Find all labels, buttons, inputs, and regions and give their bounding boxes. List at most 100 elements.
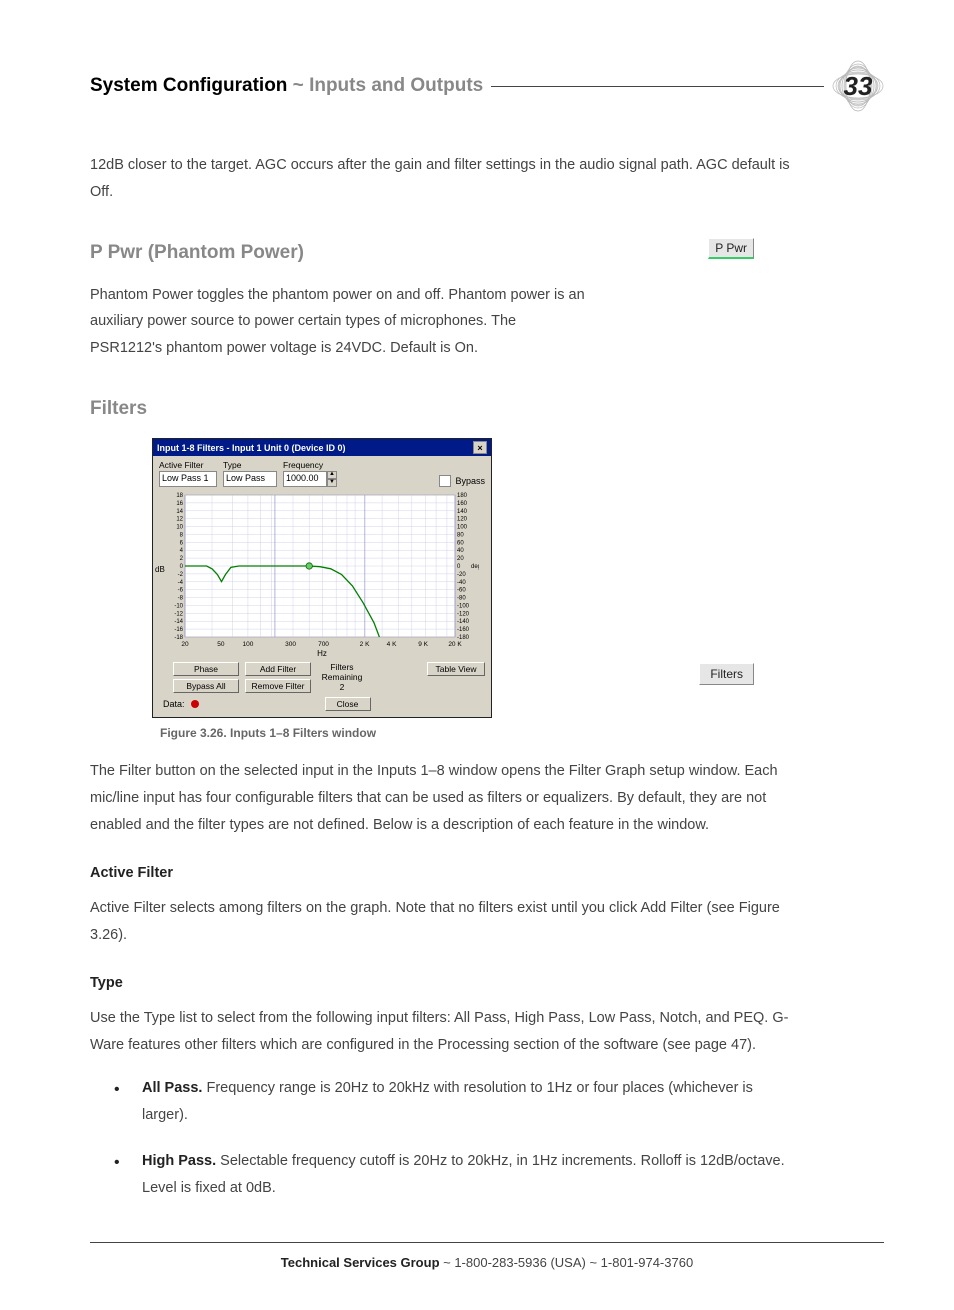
ppwr-paragraph: Phantom Power toggles the phantom power …: [90, 282, 590, 362]
active-filter-label: Active Filter: [159, 460, 217, 470]
header-rule: [491, 86, 824, 87]
svg-text:180: 180: [457, 493, 468, 499]
filters-remaining-label: Filters Remaining: [317, 662, 367, 682]
svg-text:6: 6: [180, 540, 184, 546]
svg-text:16: 16: [176, 501, 183, 507]
phase-button[interactable]: Phase: [173, 662, 239, 676]
add-filter-button[interactable]: Add Filter: [245, 662, 311, 676]
svg-text:-20: -20: [457, 572, 466, 578]
bypass-all-button[interactable]: Bypass All: [173, 679, 239, 693]
bullet-lead: All Pass.: [142, 1080, 202, 1096]
svg-text:-2: -2: [178, 572, 184, 578]
svg-text:60: 60: [457, 540, 464, 546]
svg-text:700: 700: [318, 641, 329, 648]
ppwr-button[interactable]: P Pwr: [708, 238, 754, 259]
type-bullet-item: High Pass. Selectable frequency cutoff i…: [110, 1148, 790, 1202]
svg-text:100: 100: [457, 525, 468, 531]
svg-text:2: 2: [180, 556, 184, 562]
svg-text:20: 20: [457, 556, 464, 562]
type-field: Type Low Pass: [223, 460, 277, 487]
header-title-bold: System Configuration: [90, 75, 287, 96]
svg-text:-16: -16: [174, 627, 183, 633]
page-header: System Configuration ~ Inputs and Output…: [90, 60, 884, 112]
filters-figure: Input 1-8 Filters - Input 1 Unit 0 (Devi…: [152, 438, 884, 718]
type-paragraph: Use the Type list to select from the fol…: [90, 1005, 800, 1059]
data-status-icon: [191, 700, 199, 708]
svg-text:10: 10: [176, 525, 183, 531]
type-heading: Type: [90, 975, 884, 991]
svg-text:deg: deg: [471, 564, 479, 570]
svg-text:0: 0: [180, 564, 184, 570]
svg-text:12: 12: [176, 517, 183, 523]
filters-heading: Filters: [90, 398, 884, 420]
filters-remaining-value: 2: [317, 682, 367, 692]
svg-text:-100: -100: [457, 604, 470, 610]
close-button[interactable]: Close: [325, 697, 371, 711]
svg-text:160: 160: [457, 501, 468, 507]
dialog-title-text: Input 1-8 Filters - Input 1 Unit 0 (Devi…: [157, 443, 346, 453]
header-title: System Configuration ~ Inputs and Output…: [90, 75, 483, 97]
svg-text:-60: -60: [457, 588, 466, 594]
footer-bold: Technical Services Group: [281, 1255, 440, 1270]
frequency-input[interactable]: 1000.00: [283, 471, 327, 487]
data-label: Data:: [163, 699, 185, 709]
filters-remaining: Filters Remaining 2: [317, 662, 367, 693]
page-number-badge: 33: [832, 60, 884, 112]
bypass-checkbox[interactable]: [439, 475, 451, 487]
active-filter-select[interactable]: Low Pass 1: [159, 471, 217, 487]
filters-dialog: Input 1-8 Filters - Input 1 Unit 0 (Devi…: [152, 438, 492, 718]
frequency-field: Frequency 1000.00 ▲▼: [283, 460, 337, 487]
svg-text:14: 14: [176, 509, 183, 515]
footer-rule: [90, 1242, 884, 1243]
svg-text:2 K: 2 K: [360, 641, 370, 648]
active-filter-paragraph: Active Filter selects among filters on t…: [90, 895, 800, 949]
svg-text:120: 120: [457, 517, 468, 523]
svg-text:18: 18: [176, 493, 183, 499]
type-bullet-item: All Pass. Frequency range is 20Hz to 20k…: [110, 1075, 790, 1129]
svg-text:50: 50: [217, 641, 225, 648]
page-number: 33: [844, 71, 873, 102]
active-filter-field: Active Filter Low Pass 1: [159, 460, 217, 487]
close-icon[interactable]: ×: [473, 441, 487, 454]
type-bullet-list: All Pass. Frequency range is 20Hz to 20k…: [110, 1075, 790, 1202]
svg-text:-4: -4: [178, 580, 184, 586]
intro-paragraph: 12dB closer to the target. AGC occurs af…: [90, 152, 800, 206]
svg-text:-8: -8: [178, 596, 184, 602]
type-select[interactable]: Low Pass: [223, 471, 277, 487]
svg-text:100: 100: [242, 641, 253, 648]
svg-text:-10: -10: [174, 604, 183, 610]
type-label: Type: [223, 460, 277, 470]
y-axis-left-label: dB: [155, 565, 165, 574]
svg-text:-140: -140: [457, 619, 470, 625]
active-filter-heading: Active Filter: [90, 865, 884, 881]
svg-text:4 K: 4 K: [387, 641, 397, 648]
svg-text:-14: -14: [174, 619, 183, 625]
frequency-stepper[interactable]: ▲▼: [327, 471, 337, 487]
svg-text:20 K: 20 K: [448, 641, 462, 648]
svg-text:-40: -40: [457, 580, 466, 586]
bypass-checkbox-group[interactable]: Bypass: [439, 475, 485, 487]
footer: Technical Services Group ~ 1-800-283-593…: [90, 1255, 884, 1270]
table-view-button[interactable]: Table View: [427, 662, 485, 676]
bullet-rest: Frequency range is 20Hz to 20kHz with re…: [142, 1080, 753, 1123]
bypass-label: Bypass: [455, 476, 485, 486]
svg-text:8: 8: [180, 533, 184, 539]
ppwr-heading: P Pwr (Phantom Power): [90, 242, 884, 264]
svg-text:140: 140: [457, 509, 468, 515]
svg-text:9 K: 9 K: [418, 641, 428, 648]
svg-text:-80: -80: [457, 596, 466, 602]
filters-button[interactable]: Filters: [699, 663, 754, 685]
svg-text:-6: -6: [178, 588, 184, 594]
remove-filter-button[interactable]: Remove Filter: [245, 679, 311, 693]
svg-text:4: 4: [180, 548, 184, 554]
bullet-rest: Selectable frequency cutoff is 20Hz to 2…: [142, 1153, 785, 1196]
svg-text:20: 20: [181, 641, 189, 648]
figure-caption: Figure 3.26. Inputs 1–8 Filters window: [160, 726, 884, 740]
header-title-light: Inputs and Outputs: [309, 75, 483, 96]
svg-text:0: 0: [457, 564, 461, 570]
footer-rest: ~ 1-800-283-5936 (USA) ~ 1-801-974-3760: [440, 1255, 694, 1270]
svg-text:40: 40: [457, 548, 464, 554]
dialog-titlebar: Input 1-8 Filters - Input 1 Unit 0 (Devi…: [153, 439, 491, 456]
header-title-sep: ~: [287, 75, 309, 96]
svg-text:-120: -120: [457, 611, 470, 617]
